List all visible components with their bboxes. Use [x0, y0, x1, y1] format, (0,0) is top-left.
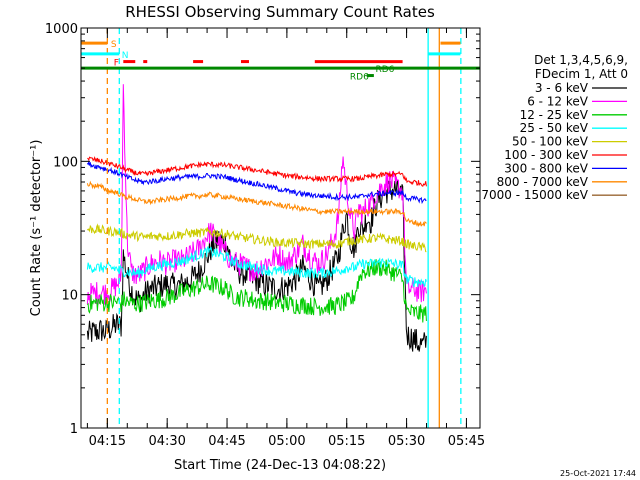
- legend-title-line-1: Det 1,3,4,5,6,9,: [534, 53, 628, 67]
- y-axis-label: Count Rate (s⁻¹ detector⁻¹): [29, 140, 44, 317]
- x-axis-label: Start Time (24-Dec-13 04:08:22): [174, 458, 386, 473]
- y-tick-label-1: 10: [61, 289, 78, 304]
- flag-label-4: RD6: [375, 65, 394, 75]
- legend-label-1: 6 - 12 keV: [527, 94, 589, 108]
- legend-label-7: 800 - 7000 keV: [497, 175, 589, 189]
- legend-label-2: 12 - 25 keV: [520, 108, 589, 122]
- x-tick-label-1: 04:30: [148, 434, 185, 449]
- legend-label-5: 100 - 300 keV: [504, 148, 588, 162]
- legend-title-line-2: FDecim 1, Att 0: [535, 67, 628, 81]
- plot-area: [86, 84, 427, 352]
- legend-label-8: 7000 - 15000 keV: [481, 188, 588, 202]
- y-tick-label-2: 100: [53, 155, 78, 170]
- footer-timestamp: 25-Oct-2021 17:44: [560, 469, 636, 478]
- series-line-5: [87, 156, 427, 187]
- x-tick-label-5: 05:30: [388, 434, 425, 449]
- y-tick-label-0: 1: [70, 422, 78, 437]
- series-line-6: [86, 161, 427, 205]
- plot-frame: [80, 27, 481, 429]
- y-tick-label-3: 1000: [45, 22, 78, 37]
- x-tick-label-0: 04:15: [89, 434, 126, 449]
- legend-label-4: 50 - 100 keV: [512, 135, 589, 149]
- flag-label-0: S: [111, 40, 117, 50]
- x-tick-label-2: 04:45: [208, 434, 245, 449]
- series-line-3: [86, 246, 427, 288]
- legend-label-6: 300 - 800 keV: [504, 161, 588, 175]
- series-line-7: [86, 180, 427, 228]
- flag-label-1: N: [122, 51, 129, 61]
- x-tick-label-4: 05:15: [328, 434, 365, 449]
- chart-title: RHESSI Observing Summary Count Rates: [125, 3, 435, 21]
- x-tick-label-6: 05:45: [448, 434, 485, 449]
- series-line-4: [86, 223, 427, 253]
- x-tick-label-3: 05:00: [268, 434, 305, 449]
- flag-label-2: F: [114, 59, 119, 69]
- flag-label-3: RD6: [350, 73, 369, 83]
- legend-label-0: 3 - 6 keV: [535, 81, 589, 95]
- legend-label-3: 25 - 50 keV: [520, 121, 589, 135]
- series-line-1: [86, 84, 427, 306]
- series-line-2: [87, 259, 427, 323]
